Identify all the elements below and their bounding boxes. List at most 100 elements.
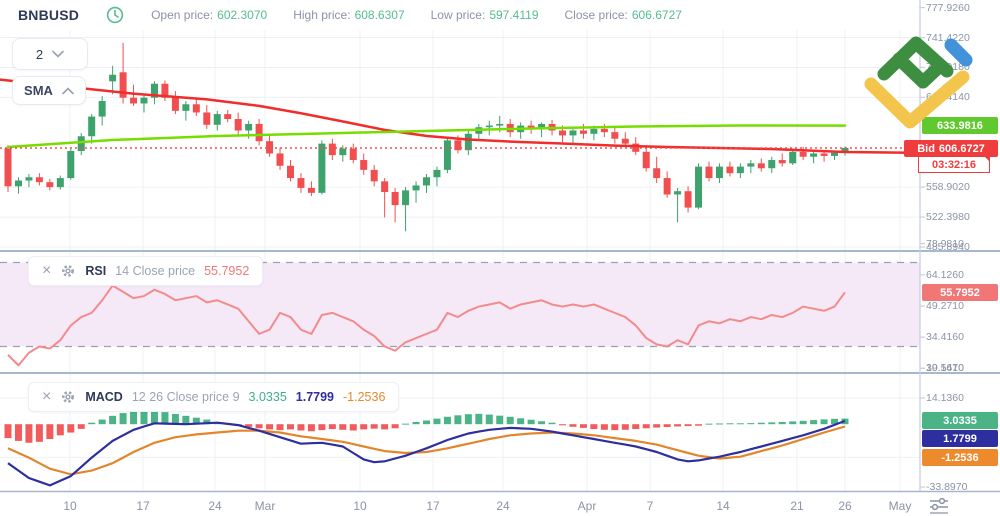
close-price-value: 606.6727 xyxy=(631,8,682,22)
candle-body xyxy=(286,165,294,179)
candle-body xyxy=(349,148,357,161)
macd-title: MACD xyxy=(85,390,123,404)
macd-histogram-bar xyxy=(757,422,765,425)
candle-body xyxy=(611,132,619,139)
candle-body xyxy=(642,151,650,169)
rsi-close-icon[interactable]: × xyxy=(42,262,52,279)
candle-body xyxy=(150,83,158,98)
macd-histogram-bar xyxy=(695,424,703,426)
sma-fast-line xyxy=(6,124,847,149)
time-axis-label[interactable]: 26 xyxy=(838,499,852,513)
rsi-value-badge: 55.7952 xyxy=(922,284,998,301)
candle-body xyxy=(307,187,315,193)
sma-dropdown[interactable]: SMA xyxy=(12,76,86,105)
chart-settings-sliders-icon[interactable] xyxy=(928,497,950,516)
macd-histogram-bar xyxy=(119,413,127,425)
bid-value: 606.6727 xyxy=(938,142,985,155)
rsi-axis-label: 19.5610 xyxy=(926,362,964,375)
clock-icon[interactable] xyxy=(105,5,125,25)
candle-body xyxy=(192,104,200,113)
open-price: Open price: 602.3070 xyxy=(151,8,267,22)
macd-histogram-bar xyxy=(25,424,33,443)
macd-line-badge: 1.7799 xyxy=(922,430,998,447)
macd-histogram-bar xyxy=(799,420,807,425)
macd-histogram-bar xyxy=(736,423,744,425)
candle-body xyxy=(663,178,671,195)
macd-histogram-bar xyxy=(150,410,158,425)
chevron-down-icon xyxy=(52,50,64,58)
time-axis-label[interactable]: May xyxy=(888,499,912,513)
macd-signal-line xyxy=(7,425,846,476)
macd-settings-gear-icon[interactable] xyxy=(60,389,76,405)
macd-histogram-bar xyxy=(255,424,263,429)
macd-histogram-bar xyxy=(391,424,399,429)
candle-body xyxy=(653,168,661,179)
macd-histogram-bar xyxy=(307,424,315,432)
rsi-axis-label: 34.4160 xyxy=(926,331,964,344)
time-axis-label[interactable]: 7 xyxy=(646,499,654,513)
sma-label: SMA xyxy=(24,83,53,98)
macd-histogram-bar xyxy=(192,417,200,425)
rsi-value: 55.7952 xyxy=(204,264,250,278)
candle-body xyxy=(255,123,263,142)
macd-histogram-bar xyxy=(402,423,410,425)
macd-hist-value: 3.0335 xyxy=(248,390,287,404)
macd-histogram-bar xyxy=(328,424,336,430)
time-axis-label[interactable]: 17 xyxy=(136,499,150,513)
rsi-params: 14 Close price xyxy=(115,264,196,278)
macd-histogram-bar xyxy=(715,423,723,425)
time-axis-label[interactable]: 17 xyxy=(426,499,440,513)
time-axis-label[interactable]: 24 xyxy=(496,499,510,513)
time-axis-label[interactable]: Mar xyxy=(254,499,276,513)
macd-histogram-bar xyxy=(109,415,117,425)
macd-line xyxy=(7,419,846,487)
candle-body xyxy=(203,112,211,125)
macd-close-icon[interactable]: × xyxy=(42,388,52,405)
timeframe-value: 2 xyxy=(35,46,44,62)
candle-body xyxy=(14,180,22,187)
macd-histogram-bar xyxy=(548,422,556,425)
candle-body xyxy=(538,123,546,129)
candle-body xyxy=(736,166,744,174)
time-axis-label[interactable]: 24 xyxy=(208,499,222,513)
rsi-axis-label: 78.9810 xyxy=(926,237,964,250)
candle-body xyxy=(56,178,64,188)
candle-body xyxy=(569,130,577,136)
time-axis-label[interactable]: 14 xyxy=(716,499,730,513)
candle-body xyxy=(297,178,305,188)
macd-axis-label: -33.8970 xyxy=(926,481,968,494)
macd-histogram-bar xyxy=(590,424,598,430)
bid-price-badge: Bid 606.6727 xyxy=(904,140,998,157)
macd-histogram-bar xyxy=(747,423,755,425)
macd-histogram-bar xyxy=(506,416,514,425)
candle-body xyxy=(245,123,253,131)
macd-histogram-bar xyxy=(171,413,179,425)
time-axis-label[interactable]: 21 xyxy=(790,499,804,513)
macd-histogram-bar xyxy=(339,424,347,430)
rsi-settings-gear-icon[interactable] xyxy=(60,263,76,279)
price-axis-label: 777.9260 xyxy=(926,1,970,14)
candle-body xyxy=(799,151,807,157)
candle-body xyxy=(820,153,828,156)
macd-histogram-bar xyxy=(663,424,671,427)
time-axis-label[interactable]: Apr xyxy=(577,499,597,513)
macd-histogram-bar xyxy=(789,421,797,425)
candle-body xyxy=(98,100,106,117)
candle-body xyxy=(527,125,535,129)
macd-histogram-bar xyxy=(684,424,692,427)
low-price-label: Low price: xyxy=(430,8,486,22)
candle-body xyxy=(433,169,441,178)
candle-body xyxy=(726,166,734,174)
time-axis-label[interactable]: 10 xyxy=(353,499,367,513)
macd-histogram-bar xyxy=(266,424,274,430)
time-axis-label[interactable]: 10 xyxy=(63,499,77,513)
macd-histogram-bar xyxy=(276,424,284,431)
macd-histogram-bar xyxy=(653,424,661,428)
macd-histogram-bar xyxy=(67,424,75,433)
candle-body xyxy=(684,191,692,208)
low-price-value: 597.4119 xyxy=(489,8,539,22)
candle-body xyxy=(360,160,368,170)
timeframe-dropdown[interactable]: 2 xyxy=(12,38,88,70)
open-price-label: Open price: xyxy=(151,8,214,22)
